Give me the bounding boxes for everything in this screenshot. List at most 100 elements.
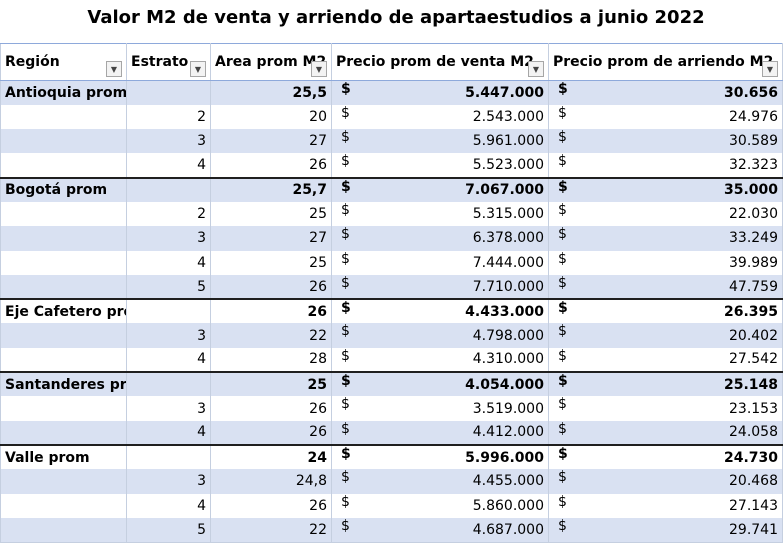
cell-arriendo[interactable]: $20.402 (548, 323, 783, 348)
cell-region[interactable] (0, 396, 127, 421)
filter-dropdown-icon[interactable]: ▼ (762, 61, 778, 77)
cell-estrato[interactable]: 3 (126, 469, 211, 494)
cell-arriendo[interactable]: $30.589 (548, 129, 783, 154)
cell-arriendo[interactable]: $22.030 (548, 201, 783, 227)
cell-venta[interactable]: $4.412.000 (331, 420, 549, 445)
cell-estrato[interactable]: 4 (126, 347, 211, 373)
cell-estrato[interactable]: 4 (126, 250, 211, 275)
cell-arriendo[interactable]: $27.143 (548, 493, 783, 518)
cell-estrato[interactable]: 2 (126, 104, 211, 130)
cell-area[interactable]: 27 (210, 129, 332, 154)
cell-region[interactable] (0, 469, 127, 494)
cell-venta[interactable]: $4.687.000 (331, 517, 549, 543)
cell-venta[interactable]: $5.860.000 (331, 493, 549, 518)
cell-area[interactable]: 26 (210, 153, 332, 178)
cell-area[interactable]: 20 (210, 104, 332, 130)
cell-region[interactable] (0, 517, 127, 543)
cell-venta[interactable]: $6.378.000 (331, 226, 549, 251)
cell-region[interactable] (0, 420, 127, 445)
cell-region[interactable] (0, 347, 127, 373)
cell-venta[interactable]: $5.961.000 (331, 129, 549, 154)
cell-area[interactable]: 26 (210, 493, 332, 518)
cell-estrato[interactable] (126, 176, 211, 202)
cell-venta[interactable]: $5.447.000 (331, 79, 549, 105)
cell-estrato[interactable]: 4 (126, 420, 211, 445)
cell-estrato[interactable]: 3 (126, 226, 211, 251)
cell-region[interactable] (0, 323, 127, 348)
filter-dropdown-icon[interactable]: ▼ (106, 61, 122, 77)
cell-area[interactable]: 24 (210, 443, 332, 470)
cell-venta[interactable]: $4.054.000 (331, 371, 549, 397)
cell-estrato[interactable]: 3 (126, 129, 211, 154)
cell-arriendo[interactable]: $47.759 (548, 274, 783, 300)
cell-region[interactable] (0, 250, 127, 275)
cell-estrato[interactable]: 2 (126, 201, 211, 227)
cell-area[interactable]: 25,7 (210, 176, 332, 202)
cell-arriendo[interactable]: $30.656 (548, 79, 783, 105)
cell-region[interactable]: Santanderes prom (0, 371, 127, 397)
cell-estrato[interactable] (126, 371, 211, 397)
cell-area[interactable]: 26 (210, 274, 332, 300)
cell-estrato[interactable]: 3 (126, 323, 211, 348)
cell-area[interactable]: 25 (210, 371, 332, 397)
cell-arriendo[interactable]: $24.058 (548, 420, 783, 445)
cell-estrato[interactable]: 4 (126, 493, 211, 518)
cell-arriendo[interactable]: $29.741 (548, 517, 783, 543)
cell-area[interactable]: 26 (210, 420, 332, 445)
cell-arriendo[interactable]: $24.976 (548, 104, 783, 130)
cell-venta[interactable]: $4.310.000 (331, 347, 549, 373)
cell-area[interactable]: 25 (210, 201, 332, 227)
cell-estrato[interactable] (126, 443, 211, 470)
cell-arriendo[interactable]: $39.989 (548, 250, 783, 275)
cell-estrato[interactable] (126, 79, 211, 105)
cell-arriendo[interactable]: $33.249 (548, 226, 783, 251)
cell-venta[interactable]: $5.996.000 (331, 443, 549, 470)
cell-region[interactable] (0, 226, 127, 251)
cell-arriendo[interactable]: $27.542 (548, 347, 783, 373)
cell-venta[interactable]: $3.519.000 (331, 396, 549, 421)
cell-venta[interactable]: $4.798.000 (331, 323, 549, 348)
cell-region[interactable] (0, 129, 127, 154)
cell-region[interactable]: Bogotá prom (0, 176, 127, 202)
cell-venta[interactable]: $5.315.000 (331, 201, 549, 227)
cell-venta[interactable]: $2.543.000 (331, 104, 549, 130)
cell-region[interactable]: Valle prom (0, 443, 127, 470)
cell-venta[interactable]: $4.433.000 (331, 298, 549, 324)
cell-area[interactable]: 22 (210, 517, 332, 543)
cell-venta[interactable]: $7.444.000 (331, 250, 549, 275)
cell-venta[interactable]: $7.067.000 (331, 176, 549, 202)
cell-area[interactable]: 28 (210, 347, 332, 373)
cell-arriendo[interactable]: $26.395 (548, 298, 783, 324)
cell-area[interactable]: 25 (210, 250, 332, 275)
cell-arriendo[interactable]: $32.323 (548, 153, 783, 178)
cell-arriendo[interactable]: $25.148 (548, 371, 783, 397)
cell-estrato[interactable] (126, 298, 211, 324)
cell-region[interactable] (0, 153, 127, 178)
cell-venta[interactable]: $5.523.000 (331, 153, 549, 178)
cell-area[interactable]: 24,8 (210, 469, 332, 494)
cell-venta[interactable]: $7.710.000 (331, 274, 549, 300)
cell-region[interactable] (0, 274, 127, 300)
cell-region[interactable] (0, 493, 127, 518)
cell-estrato[interactable]: 3 (126, 396, 211, 421)
cell-area[interactable]: 22 (210, 323, 332, 348)
cell-estrato[interactable]: 5 (126, 274, 211, 300)
filter-dropdown-icon[interactable]: ▼ (311, 61, 327, 77)
cell-arriendo[interactable]: $24.730 (548, 443, 783, 470)
cell-venta[interactable]: $4.455.000 (331, 469, 549, 494)
cell-region[interactable] (0, 104, 127, 130)
cell-area[interactable]: 27 (210, 226, 332, 251)
cell-region[interactable] (0, 201, 127, 227)
cell-arriendo[interactable]: $35.000 (548, 176, 783, 202)
filter-dropdown-icon[interactable]: ▼ (528, 61, 544, 77)
filter-dropdown-icon[interactable]: ▼ (190, 61, 206, 77)
cell-estrato[interactable]: 5 (126, 517, 211, 543)
cell-area[interactable]: 26 (210, 298, 332, 324)
cell-estrato[interactable]: 4 (126, 153, 211, 178)
cell-area[interactable]: 25,5 (210, 79, 332, 105)
cell-arriendo[interactable]: $23.153 (548, 396, 783, 421)
cell-area[interactable]: 26 (210, 396, 332, 421)
cell-region[interactable]: Antioquia prom (0, 79, 127, 105)
cell-arriendo[interactable]: $20.468 (548, 469, 783, 494)
cell-region[interactable]: Eje Cafetero prom (0, 298, 127, 324)
